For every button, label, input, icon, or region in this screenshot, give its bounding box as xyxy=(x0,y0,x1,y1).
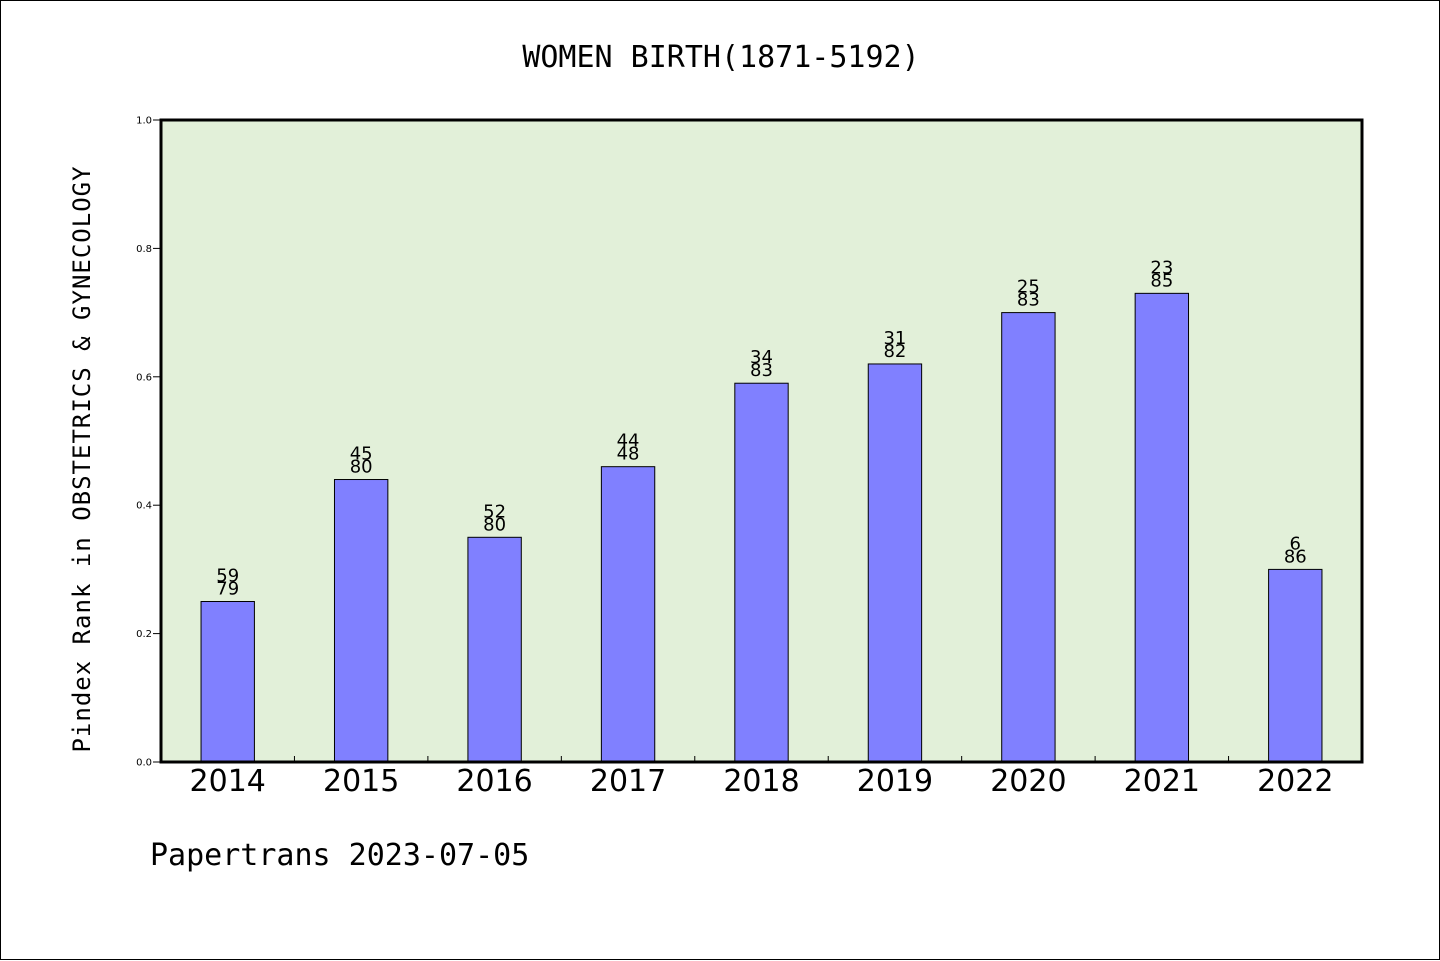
x-tick-label-2022: 2022 xyxy=(1257,764,1333,799)
bar-label-bottom-2014: 79 xyxy=(216,579,239,600)
bar-label-top-2014: 59 xyxy=(216,566,239,587)
bar-2019 xyxy=(867,363,923,763)
plot-border xyxy=(159,118,1364,764)
bar-label-top-2022: 6 xyxy=(1290,533,1301,554)
bar-label-bottom-2021: 85 xyxy=(1150,270,1173,291)
chart-title: WOMEN BIRTH(1871-5192) xyxy=(522,40,919,75)
y-tick-label: 0.4 xyxy=(136,501,152,512)
bar-label-bottom-2015: 80 xyxy=(350,457,373,478)
x-tick-label-2020: 2020 xyxy=(990,764,1066,799)
x-tick-label-2016: 2016 xyxy=(456,764,532,799)
bar-label-bottom-2019: 82 xyxy=(883,341,906,362)
x-tick-label-2018: 2018 xyxy=(723,764,799,799)
bar-label-top-2017: 44 xyxy=(617,431,640,452)
bar-label-top-2021: 23 xyxy=(1150,257,1173,278)
bar-2014 xyxy=(200,601,255,763)
bar-label-top-2016: 52 xyxy=(483,501,506,522)
bar-2018 xyxy=(734,382,789,763)
bar-2021 xyxy=(1134,292,1190,763)
y-tick-label: 0.8 xyxy=(136,244,152,255)
x-ticks: 2014 2015 2016 2017 2018 2019 2020 2021 2022 xyxy=(190,756,1333,799)
y-axis-label: Pindex Rank in OBSTETRICS & GYNECOLOGY xyxy=(68,165,96,752)
x-tick-label-2015: 2015 xyxy=(323,764,399,799)
x-tick-label-2021: 2021 xyxy=(1124,764,1200,799)
y-tick-label: 0.6 xyxy=(136,372,152,383)
bar-label-bottom-2016: 80 xyxy=(483,514,506,535)
bar-2022 xyxy=(1268,568,1323,763)
bar-label-top-2018: 34 xyxy=(750,347,773,368)
bar-label-top-2020: 25 xyxy=(1017,277,1040,298)
bar-label-bottom-2017: 48 xyxy=(617,444,640,465)
bar-2016 xyxy=(467,536,522,763)
bar-label-top-2019: 31 xyxy=(883,328,906,349)
y-tick-label: 1.0 xyxy=(136,116,152,127)
y-tick-label: 0.2 xyxy=(136,629,152,640)
bar-label-bottom-2022: 86 xyxy=(1284,546,1307,567)
footer-credit: Papertrans 2023-07-05 xyxy=(150,838,529,873)
x-tick-label-2017: 2017 xyxy=(590,764,666,799)
bar-label-top-2015: 45 xyxy=(350,444,373,465)
y-tick-label: 0.0 xyxy=(136,758,152,769)
x-tick-label-2019: 2019 xyxy=(857,764,933,799)
y-ticks: 0.0 0.2 0.4 0.6 0.8 1.0 xyxy=(136,116,161,769)
bar-label-bottom-2018: 83 xyxy=(750,360,773,381)
bar-2020 xyxy=(1001,312,1056,763)
bar-label-bottom-2020: 83 xyxy=(1017,290,1040,311)
x-tick-label-2014: 2014 xyxy=(190,764,266,799)
bar-2015 xyxy=(333,479,389,763)
bar-2017 xyxy=(600,466,656,763)
